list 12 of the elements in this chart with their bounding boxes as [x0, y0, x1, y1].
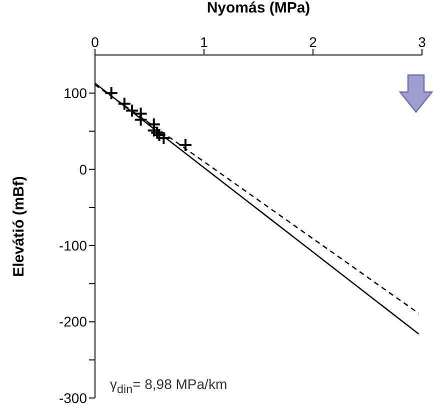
x-tick-label: 0 — [91, 34, 100, 50]
annotation: γ$_{din}$= 8,98 MPa/km — [110, 376, 228, 396]
y-tick-label: -200 — [58, 314, 88, 330]
y-tick-label: 0 — [79, 161, 88, 178]
x-tick-label: 1 — [200, 34, 208, 50]
x-tick-label: 3 — [418, 34, 426, 50]
y-tick-label: -300 — [58, 390, 88, 406]
y-tick-label: 100 — [64, 85, 88, 102]
y-axis-title: Elevátió (mBf) — [10, 176, 28, 277]
x-tick-label: 2 — [309, 34, 318, 50]
y-tick-label: -100 — [58, 238, 88, 254]
x-axis-title: Nyomás (MPa) — [206, 0, 310, 17]
